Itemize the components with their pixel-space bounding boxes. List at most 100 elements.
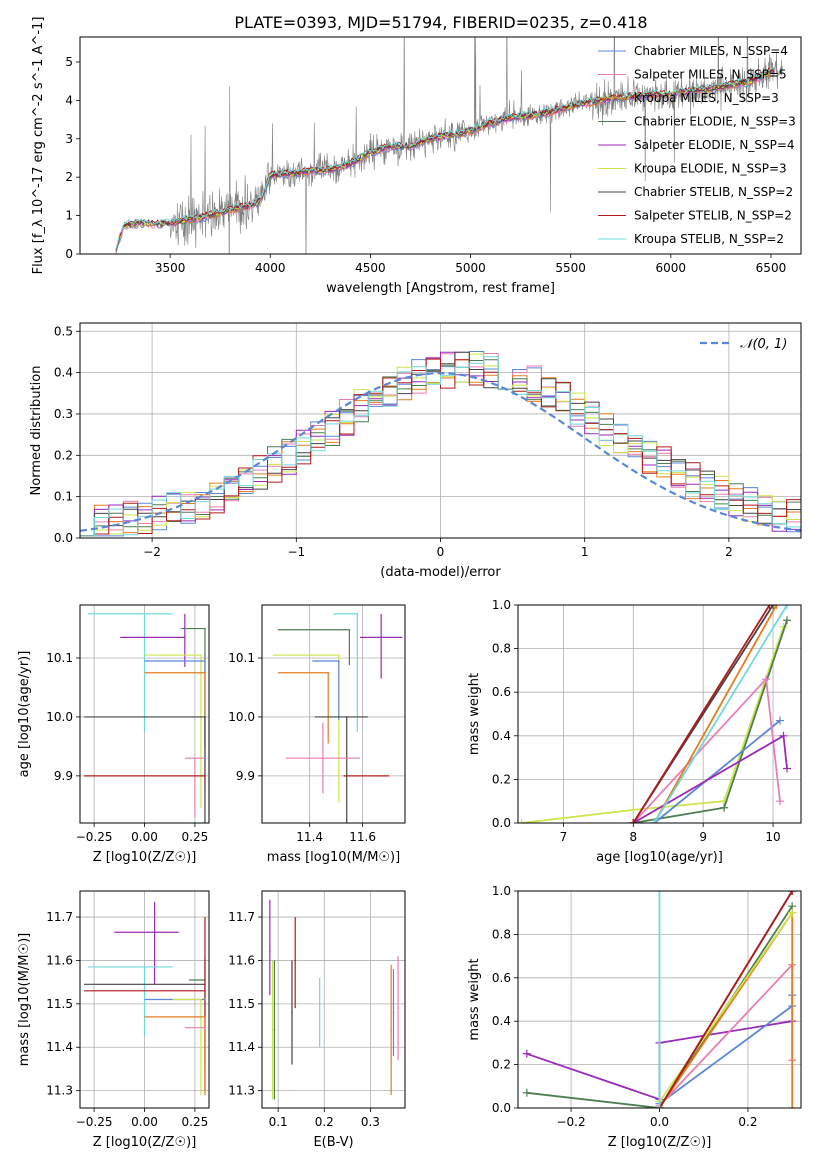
plus-marker (720, 803, 729, 812)
data-point (390, 1029, 392, 1031)
weight-line-5 (658, 912, 793, 1103)
plus-marker (769, 605, 778, 609)
y-tick-label: 10.0 (228, 710, 255, 724)
axes-frame (517, 604, 802, 824)
data-point (397, 1007, 399, 1009)
y-tick-label: 9.9 (236, 769, 255, 783)
x-axis-label: E(B-V) (313, 1135, 353, 1150)
y-axis-label: age [log10(age/yr)] (17, 651, 32, 778)
legend-label: Kroupa ELODIE, N_SSP=3 (634, 162, 787, 176)
x-tick-label: 2 (725, 545, 733, 559)
age_vs_Z-panel: −0.25 0.00 0.25 9.9 10.0 10.1 Z [log10(Z/Z☉)] a… (17, 604, 210, 865)
y-tick-label: 0.0 (492, 1101, 511, 1115)
x-tick-label: 0 (437, 545, 445, 559)
data-point (273, 1029, 276, 1031)
plus-marker (788, 891, 797, 895)
weight-line-7 (658, 891, 793, 1108)
y-tick-label: 10.0 (46, 710, 73, 724)
x-tick-label: 8 (629, 830, 637, 844)
mass_vs_ebv-panel: 0.1 0.2 0.3 11.3 11.4 11.5 11.6 11.7 E(B-V) (228, 890, 406, 1150)
plus-marker (629, 805, 638, 814)
data-point (269, 950, 271, 953)
y-tick-label: 11.5 (228, 997, 255, 1011)
normal-curve (80, 371, 801, 532)
data-point (204, 716, 206, 718)
y-tick-label: 0.2 (492, 1058, 511, 1072)
x-tick-label: 4000 (255, 261, 286, 275)
axes-frame (261, 604, 406, 824)
y-tick-label: 0.8 (492, 642, 511, 656)
age_vs_mass-plot-area (272, 613, 403, 823)
data-point (327, 671, 330, 674)
y-tick-label: 11.4 (46, 1040, 73, 1054)
x-tick-label: 0.00 (131, 830, 158, 844)
weight-line-7 (632, 605, 771, 823)
x-tick-label: 1 (581, 545, 589, 559)
age_vs_mass-panel: 11.4 11.6 9.9 10.0 10.1 mass [log10(M/M☉)] (228, 604, 406, 865)
x-tick-label: −0.25 (76, 830, 113, 844)
data-point (184, 636, 186, 639)
x-tick-label: 0.3 (361, 1115, 380, 1129)
y-tick-label: 11.5 (46, 997, 73, 1011)
data-point (337, 660, 340, 662)
plus-marker (788, 908, 797, 917)
axes-frame (79, 322, 802, 539)
axes-frame (261, 890, 406, 1109)
y-tick-label: 11.7 (228, 910, 255, 924)
y-tick-label: 2 (65, 170, 73, 184)
plus-marker (783, 616, 792, 625)
data-point (200, 998, 202, 1001)
x-axis-label: Z [log10(Z/Z☉)] (608, 1135, 712, 1150)
x-tick-label: −0.25 (76, 1115, 113, 1129)
data-point (294, 959, 297, 962)
residual-histogram-8 (80, 356, 801, 537)
mass_vs_Z-plot-area (84, 901, 206, 1095)
data-point (345, 716, 348, 718)
data-point (204, 990, 206, 992)
y-tick-label: 0.2 (492, 772, 511, 786)
x-tick-label: 0.1 (269, 1115, 288, 1129)
plus-marker (772, 605, 781, 609)
weight_vs_age-panel: 7 8 9 10 0.0 0.2 0.4 0.6 0.8 1.0 age [log10(age/yr… (467, 598, 802, 865)
x-tick-label: 0.00 (131, 1115, 158, 1129)
x-axis-label: mass [log10(M/M☉)] (267, 850, 400, 865)
y-tick-label: 0.2 (54, 448, 73, 462)
data-point (204, 671, 206, 674)
data-point (337, 654, 340, 656)
y-tick-label: 11.7 (46, 910, 73, 924)
weight-line-3 (658, 962, 794, 1107)
residual-histogram-4 (80, 351, 801, 537)
data-point (204, 998, 206, 1001)
weight-line-0 (526, 905, 793, 1108)
plus-marker (522, 1088, 531, 1097)
x-tick-label: 0.25 (182, 1115, 209, 1129)
x-axis-label: wavelength [Angstrom, rest frame] (326, 281, 555, 296)
weight-line-8 (653, 605, 788, 823)
x-tick-label: 9 (699, 830, 707, 844)
y-tick-label: 0 (65, 247, 73, 261)
x-axis-label: Z [log10(Z/Z☉)] (93, 850, 197, 865)
y-tick-label: 0.4 (492, 1014, 511, 1028)
plus-marker (762, 675, 771, 684)
legend-label: Chabrier MILES, N_SSP=4 (634, 44, 788, 58)
data-point (200, 654, 202, 656)
y-axis-label: mass [log10(M/M☉)] (17, 933, 32, 1066)
axes-frame (517, 890, 802, 1109)
plus-marker (765, 605, 774, 609)
y-tick-label: 0.4 (54, 366, 73, 380)
axes-frame (79, 890, 210, 1109)
data-point (380, 636, 382, 639)
x-tick-label: 7 (560, 830, 568, 844)
legend-label: Chabrier STELIB, N_SSP=2 (634, 185, 793, 199)
legend-label: Kroupa MILES, N_SSP=3 (634, 91, 779, 105)
data-point (343, 775, 345, 777)
model-line-5 (115, 68, 775, 251)
plus-marker (776, 797, 785, 806)
y-tick-label: 3 (65, 132, 73, 146)
y-tick-label: 4 (65, 93, 73, 107)
weight_vs_Z-panel: −0.2 0.0 0.2 0.0 0.2 0.4 0.6 0.8 1.0 Z [log10(Z/Z… (467, 884, 802, 1150)
y-tick-label: 0.4 (492, 729, 511, 743)
legend-label: Salpeter STELIB, N_SSP=2 (634, 209, 792, 223)
data-point (322, 757, 324, 759)
